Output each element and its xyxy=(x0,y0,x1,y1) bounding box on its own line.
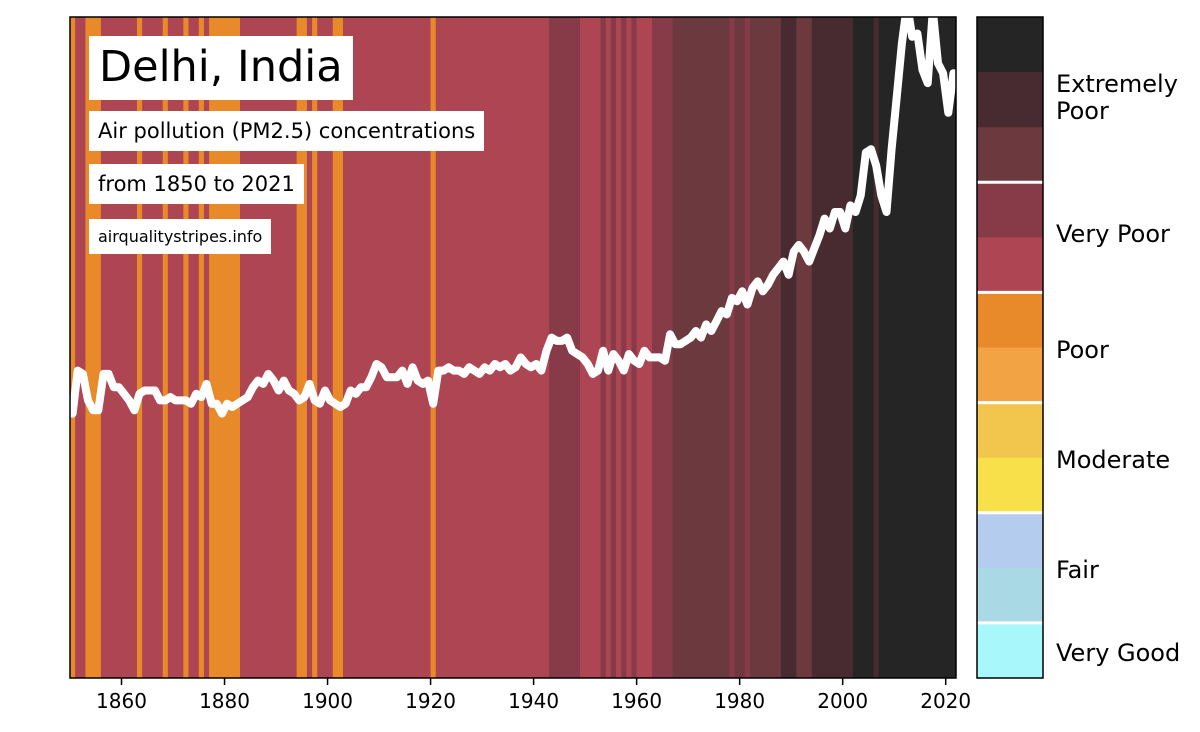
legend-colorbar xyxy=(976,16,1044,679)
year-stripe xyxy=(652,17,674,678)
year-stripe xyxy=(621,17,627,678)
year-stripe xyxy=(852,17,874,678)
legend-swatch xyxy=(977,237,1043,293)
year-stripe xyxy=(70,17,76,678)
year-stripe xyxy=(549,17,581,678)
x-tick-label: 1960 xyxy=(611,689,662,713)
year-stripe xyxy=(780,17,797,678)
year-stripe xyxy=(332,17,344,678)
year-stripe xyxy=(744,17,751,678)
pollution-trend-line xyxy=(70,17,956,418)
year-stripe xyxy=(626,17,632,678)
plot-frame xyxy=(69,16,957,679)
year-stripe xyxy=(878,17,957,678)
year-stripe xyxy=(749,17,782,678)
legend-label-line: Extremely xyxy=(1056,70,1178,98)
legend-label-very-poor: Very Poor xyxy=(1056,220,1170,248)
year-stripe xyxy=(605,17,612,678)
legend-swatch xyxy=(977,72,1043,128)
legend-swatch xyxy=(977,622,1043,679)
x-tick-label: 1920 xyxy=(405,689,456,713)
year-stripe xyxy=(430,17,437,678)
x-tick-label: 1880 xyxy=(199,689,250,713)
year-stripe xyxy=(317,17,334,678)
legend-label-extremely-poor: Extremely Poor xyxy=(1056,71,1178,125)
x-tick-label: 1940 xyxy=(508,689,559,713)
legend-swatch xyxy=(977,127,1043,183)
year-stripe xyxy=(198,17,205,678)
year-stripe xyxy=(610,17,617,678)
year-stripe xyxy=(312,17,318,678)
year-stripe xyxy=(136,17,143,678)
legend-swatch xyxy=(977,567,1043,624)
year-stripe xyxy=(616,17,622,678)
legend-swatch xyxy=(977,347,1043,404)
year-stripe xyxy=(811,17,854,678)
legend-label-fair: Fair xyxy=(1056,556,1099,584)
legend-swatch xyxy=(977,292,1043,348)
year-stripe xyxy=(631,17,638,678)
x-axis: 1860 1880 1900 1920 1940 1960 1980 2000 2020 xyxy=(96,678,971,713)
year-stripe xyxy=(296,17,308,678)
year-stripe xyxy=(873,17,880,678)
legend-swatch xyxy=(977,17,1043,73)
year-stripe xyxy=(183,17,189,678)
year-stripe xyxy=(188,17,200,678)
x-tick-label: 1900 xyxy=(302,689,353,713)
legend-label-very-good: Very Good xyxy=(1056,639,1181,667)
legend-swatch xyxy=(977,182,1043,238)
x-tick-label: 1860 xyxy=(96,689,147,713)
x-tick-label: 1980 xyxy=(714,689,765,713)
chart-title: Delhi, India xyxy=(89,36,353,100)
legend-label-poor: Poor xyxy=(1056,336,1109,364)
legend-label-line: Poor xyxy=(1056,97,1109,125)
year-stripe xyxy=(162,17,169,678)
legend-label-moderate: Moderate xyxy=(1056,446,1171,474)
chart-subtitle-years: from 1850 to 2021 xyxy=(89,164,304,204)
source-label: airqualitystripes.info xyxy=(89,219,272,254)
legend-swatch xyxy=(977,402,1043,459)
x-tick-label: 2020 xyxy=(920,689,971,713)
year-stripe xyxy=(796,17,813,678)
year-stripe xyxy=(734,17,746,678)
year-stripe xyxy=(729,17,735,678)
legend-frame xyxy=(976,16,1044,679)
year-stripe xyxy=(579,17,601,678)
year-stripe xyxy=(75,17,86,678)
year-stripe xyxy=(306,17,313,678)
x-tick-label: 2000 xyxy=(817,689,868,713)
chart-subtitle-pollutant: Air pollution (PM2.5) concentrations xyxy=(89,111,485,151)
line-layer xyxy=(70,17,956,418)
legend-swatch xyxy=(977,512,1043,569)
legend-swatch xyxy=(977,457,1043,514)
year-stripe xyxy=(203,17,210,678)
